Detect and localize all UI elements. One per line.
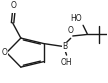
Text: O: O: [68, 26, 74, 35]
Text: B: B: [62, 42, 67, 51]
Text: HO: HO: [70, 14, 82, 23]
Text: OH: OH: [61, 58, 72, 67]
Text: O: O: [11, 1, 17, 10]
Text: O: O: [2, 48, 7, 57]
